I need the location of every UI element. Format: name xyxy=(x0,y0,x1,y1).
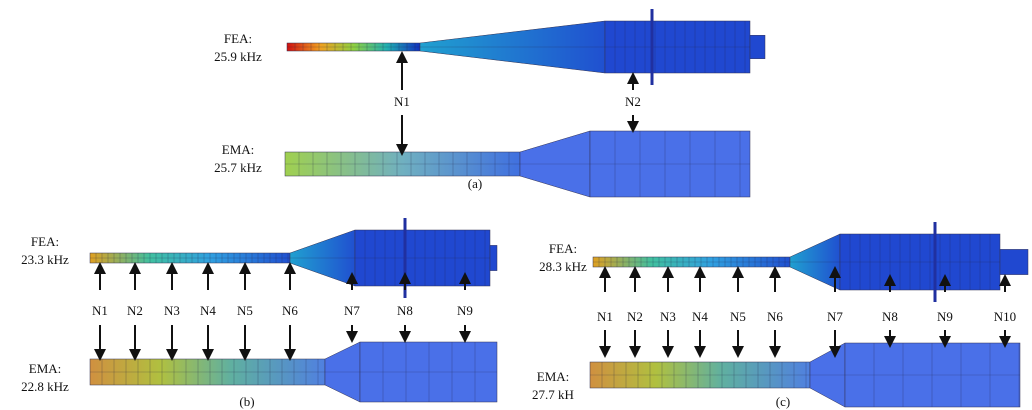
node-label: N2 xyxy=(625,94,641,109)
ema-frequency: 22.8 kHz xyxy=(21,379,69,394)
node-label: N2 xyxy=(627,309,643,324)
panel-caption: (c) xyxy=(776,394,790,409)
node-label: N6 xyxy=(282,303,298,318)
node-label: N5 xyxy=(730,309,746,324)
node-label: N3 xyxy=(660,309,676,324)
node-label: N4 xyxy=(200,303,216,318)
node-label: N4 xyxy=(692,309,708,324)
ema-label: EMA: xyxy=(222,142,255,157)
node-label: N10 xyxy=(994,309,1016,324)
node-label: N1 xyxy=(394,94,410,109)
node-label: N9 xyxy=(937,309,953,324)
node-label: N8 xyxy=(397,303,413,318)
node-label: N3 xyxy=(164,303,180,318)
node-label: N7 xyxy=(344,303,360,318)
ema-label: EMA: xyxy=(537,369,570,384)
fea-frequency: 23.3 kHz xyxy=(21,252,69,267)
fea-label: FEA: xyxy=(549,241,577,256)
nub xyxy=(489,245,498,271)
node-label: N1 xyxy=(597,309,613,324)
ema-label: EMA: xyxy=(29,361,62,376)
node-label: N1 xyxy=(92,303,108,318)
fea-frequency: 25.9 kHz xyxy=(214,49,262,64)
artwork: FEA: 25.9 kHz EMA: 25.7 kHz (a) N1 N2 FEA: 23.3 … xyxy=(21,9,1029,409)
node-label: N6 xyxy=(767,309,783,324)
node-label: N7 xyxy=(827,309,843,324)
nub xyxy=(749,35,766,59)
nub xyxy=(999,249,1029,275)
node-label: N8 xyxy=(882,309,898,324)
panel-caption: (a) xyxy=(468,176,482,191)
fea-label: FEA: xyxy=(224,31,252,46)
fea-frequency: 28.3 kHz xyxy=(539,259,587,274)
node-label: N5 xyxy=(237,303,253,318)
ema-frequency: 27.7 kH xyxy=(532,387,574,402)
ema-frequency: 25.7 kHz xyxy=(214,160,262,175)
node-label: N9 xyxy=(457,303,473,318)
node-label: N2 xyxy=(127,303,143,318)
fea-label: FEA: xyxy=(31,234,59,249)
panel-caption: (b) xyxy=(239,394,254,409)
